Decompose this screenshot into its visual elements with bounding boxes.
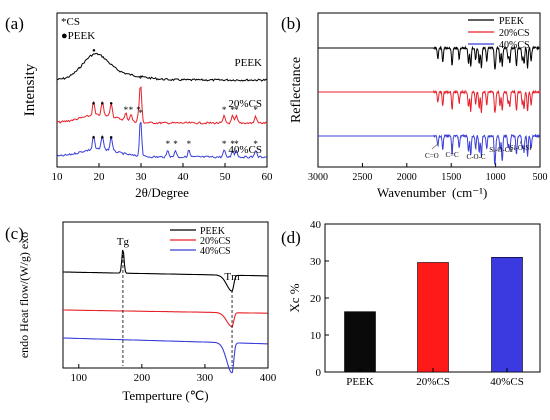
legend-label: 20%CS xyxy=(200,236,231,247)
series-line-1 xyxy=(63,309,268,328)
band-label: C-O-C xyxy=(467,153,486,161)
series-label: 40%CS xyxy=(228,144,262,156)
x-tick-label: 500 xyxy=(533,172,548,183)
x-tick-label: 200 xyxy=(134,372,151,384)
x-tick-label: 300 xyxy=(197,372,214,384)
peak-marker: * xyxy=(166,139,171,149)
x-tick-label: 2000 xyxy=(397,172,417,183)
annotation-label: Tm xyxy=(224,271,240,283)
plot-frame xyxy=(62,221,269,369)
panel-c: (c) 100 200 300 400 Temperture (℃) endo Heat f… xyxy=(5,221,277,403)
x-tick-label: 100 xyxy=(71,372,88,384)
legend-label: 20%CS xyxy=(499,28,530,39)
band-leader xyxy=(431,143,439,150)
y-axis-label: Xc % xyxy=(287,283,302,312)
panel-label: (b) xyxy=(281,14,301,33)
legend-label: 40%CS xyxy=(200,246,231,257)
legend-entry-peek: ●PEEK xyxy=(61,30,95,42)
bar-1 xyxy=(417,262,449,373)
x-tick-label: 400 xyxy=(260,372,277,384)
x-tick-label: 40 xyxy=(178,171,190,183)
peak-marker: * xyxy=(253,139,258,149)
peak-marker: * xyxy=(222,139,227,149)
band-label: C=C xyxy=(445,151,459,159)
peak-marker: ● xyxy=(92,48,96,54)
x-tick-label: 60 xyxy=(262,171,274,183)
series-line-0 xyxy=(63,249,268,292)
peak-marker: ● xyxy=(101,135,105,141)
peak-marker: ● xyxy=(109,101,113,107)
x-tick-label: 30 xyxy=(136,171,148,183)
y-axis-label: Reflectance xyxy=(289,57,304,123)
y-tick-label: 30 xyxy=(310,256,322,268)
panel-a: (a)10 20 30 40 50 602θ/DegreeIntensity*CS●PEE… xyxy=(5,12,274,200)
x-tick-label: 3000 xyxy=(308,172,328,183)
y-tick-label: 40 xyxy=(310,219,322,231)
legend-label: PEEK xyxy=(499,16,525,27)
x-axis-unit: (cm⁻¹) xyxy=(452,185,487,200)
legend-label: PEEK xyxy=(200,226,226,237)
series-line-0 xyxy=(56,52,268,82)
x-tick-label: 50 xyxy=(220,171,232,183)
peak-marker: ● xyxy=(101,101,105,107)
peak-marker: * xyxy=(230,105,235,115)
series-line-0 xyxy=(318,45,541,70)
x-axis-label: 2θ/Degree xyxy=(135,185,189,200)
peak-marker: ● xyxy=(92,101,96,107)
y-axis-label: endo Heat flow/(W/g) exo xyxy=(17,232,31,358)
band-label: Si-O-Ca xyxy=(489,146,513,154)
peak-marker: * xyxy=(222,105,227,115)
peak-marker: * xyxy=(129,105,134,115)
x-tick-label: 1500 xyxy=(441,172,461,183)
peak-marker: * xyxy=(138,74,143,84)
peak-marker: * xyxy=(230,139,235,149)
x-tick-label: 10 xyxy=(52,171,64,183)
plot-frame xyxy=(56,12,268,168)
legend-entry-cs: *CS xyxy=(61,16,80,28)
x-axis-label: Temperture (℃) xyxy=(122,388,208,403)
panel-d: (d) 0 10 20 30 40 Xc % PEEK 20%CS 40%CS xyxy=(281,219,541,388)
band-label: C=O xyxy=(425,152,439,160)
peak-marker: * xyxy=(173,139,178,149)
series-line-1 xyxy=(318,89,541,114)
peak-marker: * xyxy=(124,105,129,115)
bar-0 xyxy=(344,311,376,373)
series-label: 20%CS xyxy=(228,98,262,110)
panel-label: (a) xyxy=(5,14,24,33)
series-line-1 xyxy=(56,86,268,125)
annotation-label: Tg xyxy=(117,236,130,248)
band-label: Si-O-Si xyxy=(510,144,531,152)
peak-marker: * xyxy=(234,105,239,115)
series-label: PEEK xyxy=(235,57,263,69)
y-tick-label: 0 xyxy=(316,367,322,379)
peak-marker: * xyxy=(136,105,141,115)
peak-marker: * xyxy=(253,105,258,115)
legend-label: 40%CS xyxy=(499,40,530,51)
x-tick-label: 1000 xyxy=(486,172,506,183)
x-tick-label: 20 xyxy=(94,171,106,183)
plot-frame xyxy=(317,12,541,168)
series-line-2 xyxy=(56,121,268,159)
x-tick-label: 20%CS xyxy=(416,376,450,388)
peak-marker: * xyxy=(234,139,239,149)
series-line-2 xyxy=(63,337,268,374)
x-tick-label: 40%CS xyxy=(490,376,524,388)
peak-marker: ● xyxy=(109,135,113,141)
x-tick-label: 2500 xyxy=(352,172,372,183)
y-tick-label: 20 xyxy=(310,293,322,305)
peak-marker: * xyxy=(138,108,143,118)
panel-label: (c) xyxy=(5,224,24,243)
bar-2 xyxy=(491,256,523,373)
x-axis-label: Wavenumber xyxy=(377,185,447,200)
panel-b: (b) 3000 2500 2000 1500 1000 500 Wavenumber (cm⁻… xyxy=(281,12,548,200)
peak-marker: * xyxy=(187,139,192,149)
y-axis-label: Intensity xyxy=(22,63,38,116)
y-tick-label: 10 xyxy=(310,330,322,342)
peak-marker: ● xyxy=(92,135,96,141)
series-line-2 xyxy=(318,133,540,165)
panel-label: (d) xyxy=(281,228,301,247)
x-tick-label: PEEK xyxy=(346,376,374,388)
